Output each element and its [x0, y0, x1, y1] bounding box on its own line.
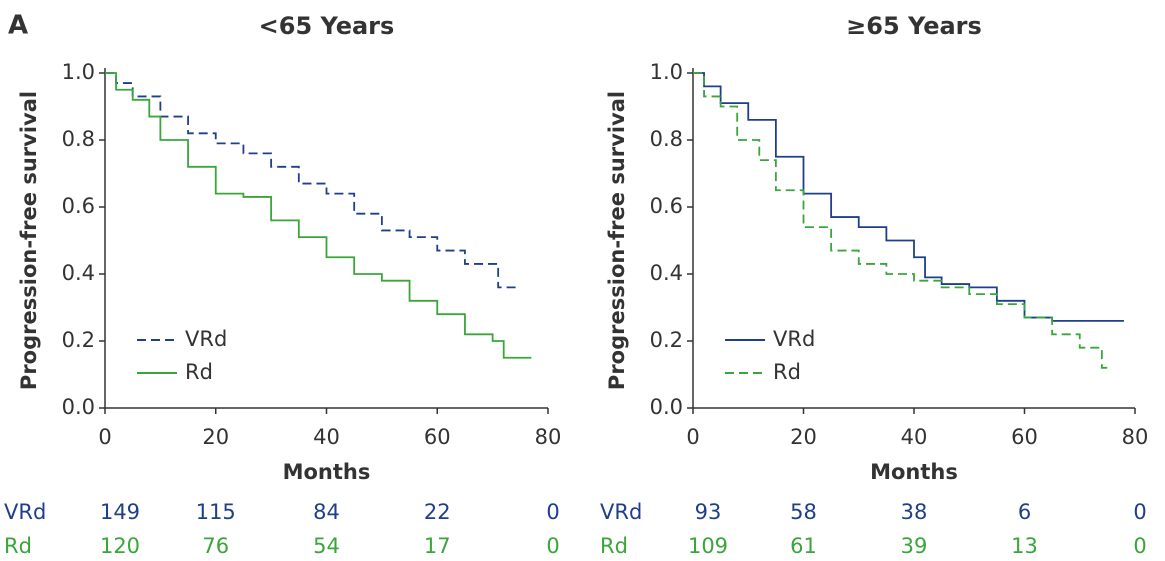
risk-count: 17: [424, 534, 451, 558]
risk-count: 22: [424, 500, 451, 524]
legend-label: Rd: [773, 360, 801, 384]
chart-title: <65 Years: [259, 12, 395, 40]
y-tick-label: 0.0: [650, 395, 683, 419]
risk-count: 109: [688, 534, 728, 558]
risk-count: 149: [100, 500, 140, 524]
risk-row-label: VRd: [600, 500, 642, 524]
y-tick-label: 0.0: [62, 395, 95, 419]
x-tick-label: 60: [424, 425, 451, 449]
x-axis-label: Months: [283, 460, 371, 484]
risk-count: 6: [1018, 500, 1031, 524]
panel-label: A: [8, 11, 28, 41]
risk-count: 61: [790, 534, 817, 558]
y-tick-label: 0.2: [650, 328, 683, 352]
survival-curve: [105, 72, 532, 359]
risk-count: 39: [901, 534, 928, 558]
risk-count: 0: [1133, 534, 1146, 558]
risk-count: 93: [695, 500, 722, 524]
x-tick-label: 20: [202, 425, 229, 449]
x-tick-label: 80: [1122, 425, 1149, 449]
y-tick-label: 0.6: [650, 194, 683, 218]
y-tick-label: 1.0: [62, 60, 95, 84]
x-axis-label: Months: [870, 460, 958, 484]
chart-title: ≥65 Years: [846, 12, 982, 40]
risk-row-label: Rd: [4, 534, 32, 558]
risk-row-label: VRd: [4, 500, 46, 524]
survival-curve: [105, 72, 521, 289]
risk-count: 13: [1011, 534, 1038, 558]
y-axis-label: Progression-free survival: [605, 91, 629, 390]
survival-curve: [693, 72, 1124, 322]
risk-count: 58: [790, 500, 817, 524]
risk-count: 76: [202, 534, 229, 558]
y-tick-label: 1.0: [650, 60, 683, 84]
y-tick-label: 0.4: [650, 261, 683, 285]
legend-label: Rd: [185, 360, 213, 384]
risk-count: 120: [100, 534, 140, 558]
risk-row-label: Rd: [600, 534, 628, 558]
y-tick-label: 0.6: [62, 194, 95, 218]
risk-count: 54: [313, 534, 340, 558]
x-tick-label: 80: [535, 425, 562, 449]
y-tick-label: 0.8: [62, 127, 95, 151]
x-tick-label: 40: [901, 425, 928, 449]
x-tick-label: 20: [790, 425, 817, 449]
y-tick-label: 0.4: [62, 261, 95, 285]
risk-count: 38: [901, 500, 928, 524]
risk-count: 0: [1133, 500, 1146, 524]
x-tick-label: 40: [313, 425, 340, 449]
y-tick-label: 0.8: [650, 127, 683, 151]
y-tick-label: 0.2: [62, 328, 95, 352]
x-tick-label: 60: [1011, 425, 1038, 449]
survival-curve: [693, 72, 1108, 369]
legend-label: VRd: [185, 327, 227, 351]
x-tick-label: 0: [686, 425, 699, 449]
risk-count: 0: [546, 534, 559, 558]
x-tick-label: 0: [98, 425, 111, 449]
y-axis-label: Progression-free survival: [17, 91, 41, 390]
risk-count: 115: [196, 500, 236, 524]
legend-label: VRd: [773, 327, 815, 351]
risk-count: 0: [546, 500, 559, 524]
risk-count: 84: [313, 500, 340, 524]
